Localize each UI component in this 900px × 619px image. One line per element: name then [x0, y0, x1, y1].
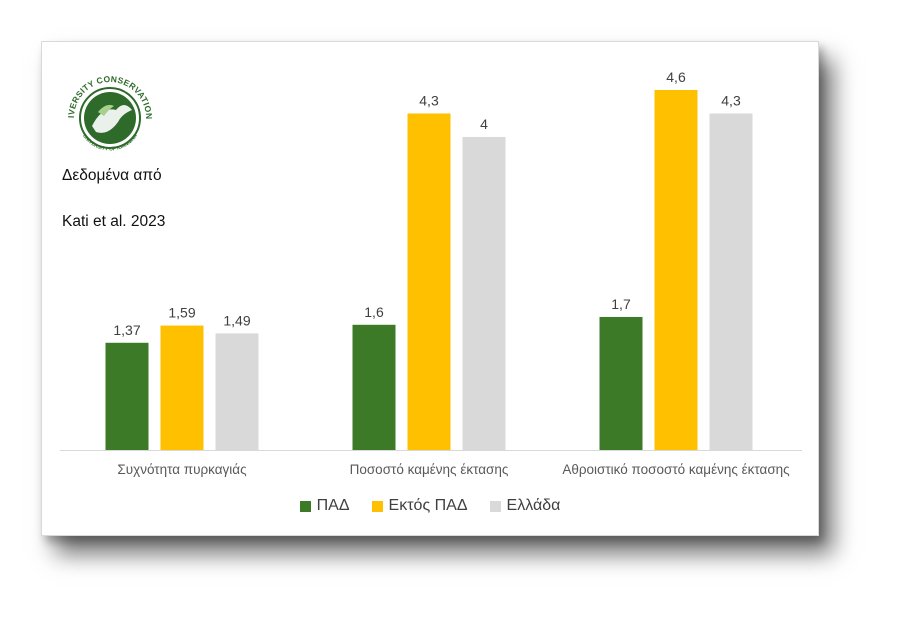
legend-item: Ελλάδα: [489, 497, 561, 515]
category-label: Συχνότητα πυρκαγιάς: [117, 462, 247, 477]
category-label: Αθροιστικό ποσοστό καμένης έκτασης: [562, 462, 790, 477]
source-line-2: Kati et al. 2023: [62, 213, 166, 230]
data-label: 4,6: [666, 69, 686, 85]
data-label: 4,3: [419, 92, 439, 108]
legend-label: Ελλάδα: [506, 497, 561, 514]
bar-2-3: [654, 90, 698, 450]
chart-card: BIODIVERSITY CONSERVATION LAB UNIVERSITY…: [41, 41, 819, 536]
legend-label: ΠΑΔ: [316, 497, 350, 514]
bar-3-2: [462, 136, 506, 450]
bar-3-1: [215, 333, 259, 450]
source-line-1: Δεδομένα από: [62, 167, 162, 184]
bar-1-2: [352, 324, 396, 450]
data-label: 1,49: [223, 312, 250, 328]
bar-1-1: [105, 342, 149, 450]
data-label: 4: [480, 116, 488, 132]
data-label: 1,37: [113, 322, 140, 338]
legend-item: ΠΑΔ: [299, 497, 350, 515]
data-label: 4,3: [721, 92, 741, 108]
legend-swatch: [371, 500, 383, 512]
legend-label: Εκτός ΠΑΔ: [388, 497, 468, 514]
bar-2-2: [407, 113, 451, 450]
legend-swatch: [489, 500, 501, 512]
bar-2-1: [160, 325, 204, 450]
data-label: 1,59: [168, 305, 195, 321]
legend-swatch: [299, 500, 311, 512]
bar-3-3: [709, 113, 753, 450]
data-label: 1,7: [611, 296, 631, 312]
bar-1-3: [599, 316, 643, 450]
data-label: 1,6: [364, 304, 384, 320]
lab-logo-icon: BIODIVERSITY CONSERVATION LAB UNIVERSITY…: [58, 66, 154, 153]
chart-legend: ΠΑΔ Εκτός ΠΑΔ Ελλάδα: [42, 497, 818, 515]
legend-item: Εκτός ΠΑΔ: [371, 497, 468, 515]
bar-chart: 1,37 1,59 1,49 Συχνότητα πυρκαγιάς 1,6 4,3 4 Πο…: [60, 69, 802, 477]
category-label: Ποσοστό καμένης έκτασης: [350, 462, 509, 477]
